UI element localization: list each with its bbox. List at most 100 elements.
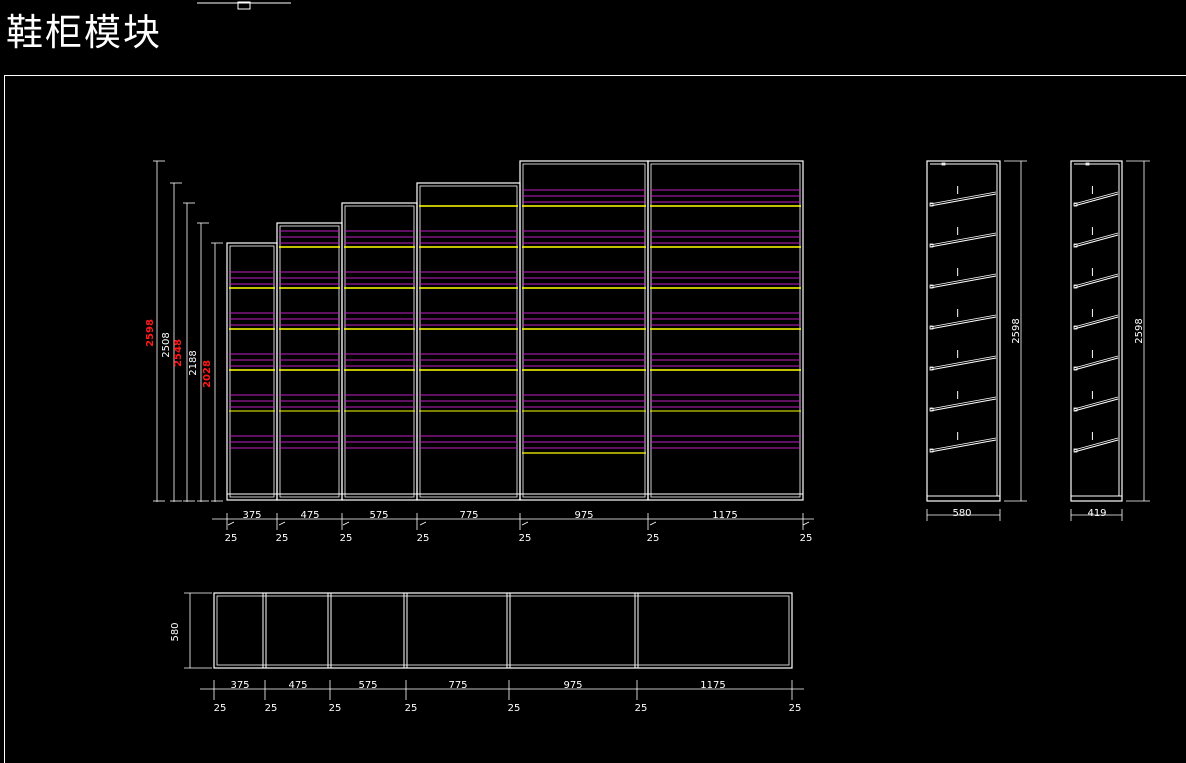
cabinet-bay-6	[647, 160, 804, 501]
bay-outline	[226, 242, 278, 501]
bay-inner-outline	[229, 245, 275, 498]
bay-outline	[276, 222, 343, 501]
shoe-shelf-slope-inner	[1073, 396, 1119, 410]
plan-inner-outline	[216, 595, 790, 666]
elev-gap-6: 25	[647, 533, 660, 544]
plan-outline	[213, 592, 793, 669]
shoe-shelf-slope-inner	[1073, 314, 1119, 328]
shoe-shelf-bracket	[929, 448, 934, 453]
cabinet-bay-4	[416, 182, 521, 501]
height-dim-2598: 2598	[145, 319, 156, 347]
elev-width-575: 575	[369, 510, 388, 521]
elev-gap-3: 25	[340, 533, 353, 544]
elev-gap-tick	[227, 521, 235, 526]
side-view-b	[1070, 160, 1150, 521]
shoe-shelf-slope-inner	[929, 273, 997, 287]
elev-gap-tick	[419, 521, 427, 526]
side-outline	[926, 160, 1001, 502]
shoe-shelf-bracket	[1073, 284, 1078, 289]
shoe-shelf-bracket	[929, 407, 934, 412]
elev-gap-tick	[802, 521, 810, 526]
cabinet-bay-1	[226, 242, 278, 501]
shoe-shelf-slope-inner	[1073, 273, 1119, 287]
bay-inner-outline	[279, 225, 340, 498]
plan-width-975: 975	[563, 680, 582, 691]
height-dimension-lines	[153, 160, 223, 502]
bay-inner-outline	[522, 163, 646, 498]
shoe-shelf-slope-inner	[929, 314, 997, 328]
side-outline	[1070, 160, 1123, 502]
shoe-shelf-bracket	[929, 202, 934, 207]
drawing-frame	[4, 75, 1186, 763]
elev-gap-1: 25	[225, 533, 238, 544]
shoe-shelf-slope	[1073, 439, 1119, 453]
plan-gap-3: 25	[329, 703, 342, 714]
shoe-shelf-slope-inner	[929, 355, 997, 369]
plan-gap-5: 25	[508, 703, 521, 714]
side-b-width-dim: 419	[1087, 508, 1106, 519]
shoe-shelf-slope-inner	[1073, 191, 1119, 205]
shoe-shelf-bracket	[929, 366, 934, 371]
elev-gap-tick	[342, 521, 350, 526]
bay-outline	[519, 160, 649, 501]
shoe-shelf-slope	[1073, 357, 1119, 371]
shoe-shelf-bracket	[1073, 366, 1078, 371]
side-top-fitting	[1085, 162, 1090, 166]
elev-gap-tick	[278, 521, 286, 526]
shoe-shelf-slope	[929, 398, 997, 412]
plan-width-dims: 375 475 575 775 975 1175 25 25 25 25 25 …	[214, 680, 802, 714]
front-elevation	[153, 160, 814, 530]
bay-inner-outline	[344, 205, 415, 498]
shoe-shelf-slope	[929, 234, 997, 248]
elevation-width-dims: 375 475 575 775 975 1175 25 25 25 25 25 …	[225, 510, 813, 544]
height-dim-2028: 2028	[202, 360, 213, 388]
elev-gap-tick	[521, 521, 529, 526]
elev-gap-4: 25	[417, 533, 430, 544]
shoe-shelf-slope-inner	[1073, 355, 1119, 369]
elev-gap-tick	[649, 521, 657, 526]
plan-gap-7: 25	[789, 703, 802, 714]
plan-gap-6: 25	[635, 703, 648, 714]
cabinet-bay-3	[341, 202, 418, 501]
cabinet-bay-2	[276, 222, 343, 501]
plan-depth-dim: 580	[170, 622, 181, 641]
shoe-shelf-bracket	[1073, 202, 1078, 207]
shoe-shelf-bracket	[929, 243, 934, 248]
bay-inner-outline	[650, 163, 801, 498]
shoe-shelf-slope-inner	[929, 191, 997, 205]
title-stub	[197, 1, 291, 10]
elev-gap-7: 25	[800, 533, 813, 544]
plan-view	[184, 592, 804, 700]
side-top-fitting	[941, 162, 946, 166]
elev-width-475: 475	[300, 510, 319, 521]
side-a-height-dim: 2598	[1011, 318, 1022, 343]
shoe-shelf-bracket	[1073, 325, 1078, 330]
cabinet-bay-5	[519, 160, 649, 501]
height-dim-2508: 2508	[161, 332, 172, 357]
shoe-shelf-slope-inner	[929, 437, 997, 451]
shoe-shelf-bracket	[929, 284, 934, 289]
shoe-shelf-bracket	[1073, 407, 1078, 412]
shoe-shelf-slope	[1073, 275, 1119, 289]
shoe-shelf-slope-inner	[929, 232, 997, 246]
plan-width-575: 575	[358, 680, 377, 691]
shoe-shelf-slope-inner	[1073, 437, 1119, 451]
side-view-a	[926, 160, 1027, 521]
shoe-shelf-slope	[929, 316, 997, 330]
plan-gap-1: 25	[214, 703, 227, 714]
shoe-shelf-slope	[929, 357, 997, 371]
bay-outline	[647, 160, 804, 501]
drawing-title: 鞋柜模块	[6, 11, 162, 54]
height-dim-2548: 2548	[173, 339, 184, 367]
elev-width-975: 975	[574, 510, 593, 521]
shoe-shelf-bracket	[1073, 448, 1078, 453]
shoe-shelf-slope	[929, 439, 997, 453]
elev-width-775: 775	[459, 510, 478, 521]
shoe-shelf-slope	[1073, 234, 1119, 248]
shoe-shelf-slope-inner	[929, 396, 997, 410]
width-dimension-lines	[212, 513, 814, 530]
bay-inner-outline	[419, 185, 518, 498]
plan-width-1175: 1175	[700, 680, 725, 691]
plan-gap-2: 25	[265, 703, 278, 714]
